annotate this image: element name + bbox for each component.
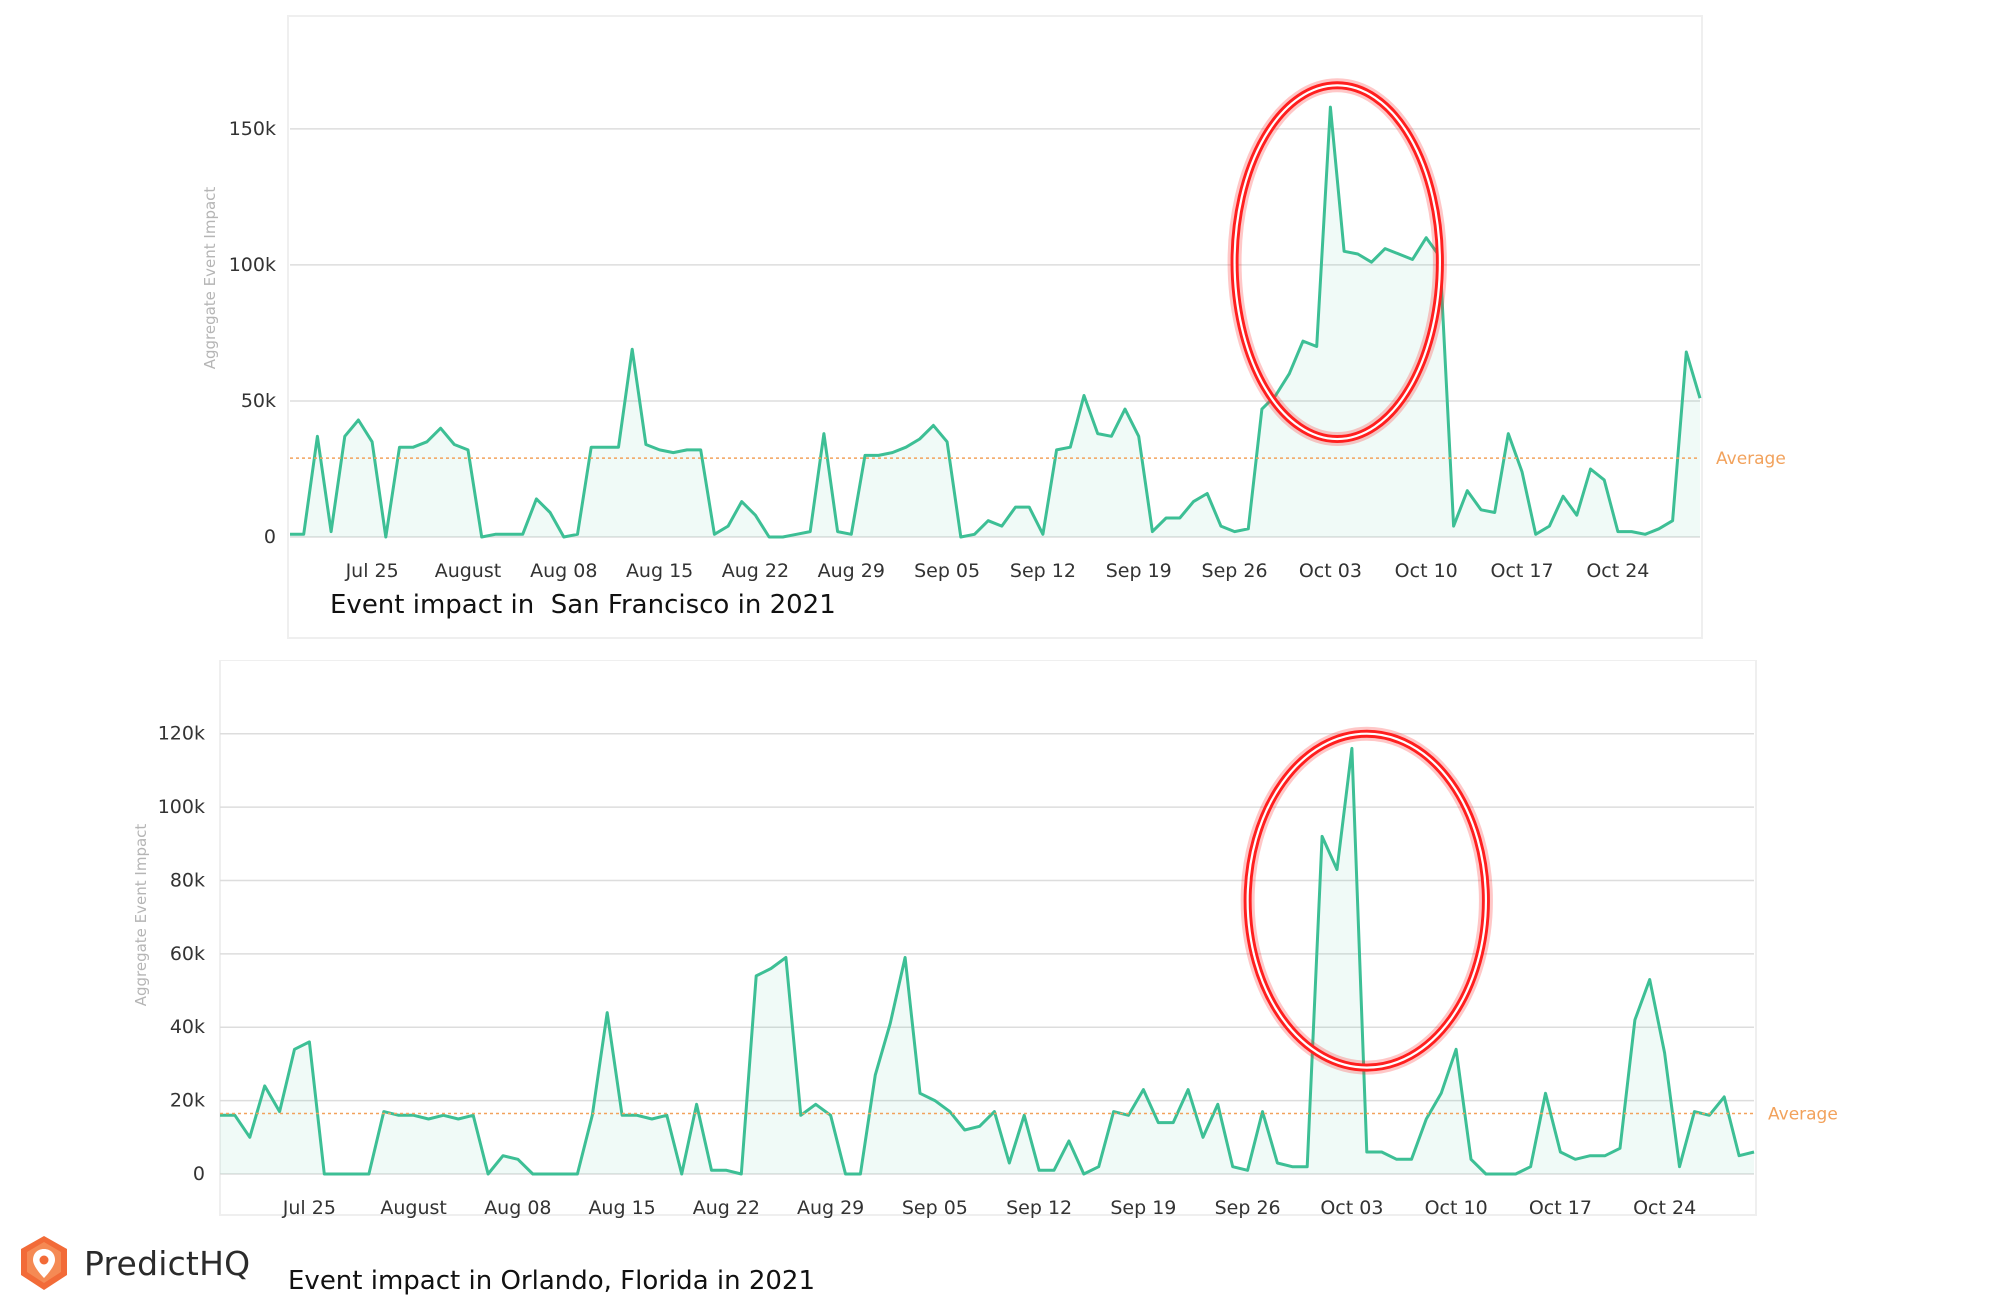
chart-caption-orlando: Event impact in Orlando, Florida in 2021 [288, 1266, 816, 1296]
x-tick-label: Oct 10 [1425, 1197, 1488, 1219]
x-tick-label: Aug 29 [818, 560, 885, 582]
chart-caption-san-francisco: Event impact in San Francisco in 2021 [330, 590, 836, 620]
series-area [290, 107, 1700, 537]
x-tick-label: Jul 25 [345, 560, 399, 582]
predicthq-logo-icon [21, 1236, 67, 1290]
x-tick-label: Oct 10 [1395, 560, 1458, 582]
chart-san-francisco: 0 50k 100k 150k Aggregate Event Impact Averag… [201, 15, 1786, 639]
x-tick-label: Aug 29 [797, 1197, 864, 1219]
y-tick-label: 60k [170, 943, 205, 965]
y-tick-label: 0 [193, 1163, 205, 1185]
y-tick-label: 120k [158, 723, 205, 745]
y-tick-label: 150k [229, 118, 276, 140]
plot-frame [219, 660, 1757, 1216]
x-tick-label: Aug 15 [626, 560, 693, 582]
x-tick-label: Aug 22 [722, 560, 789, 582]
highlight-ring-center [1233, 84, 1442, 441]
y-tick-label: 20k [170, 1090, 205, 1112]
x-tick-label: Sep 26 [1202, 560, 1268, 582]
highlight-ring [1243, 729, 1490, 1072]
y-axis-title: Aggregate Event Impact [132, 824, 150, 1007]
x-tick-label: Sep 05 [902, 1197, 968, 1219]
average-label: Average [1716, 449, 1786, 469]
x-tick-label: Sep 12 [1006, 1197, 1072, 1219]
y-tick-label: 100k [229, 254, 276, 276]
x-tick-label: Sep 26 [1215, 1197, 1281, 1219]
x-tick-label: Oct 03 [1299, 560, 1362, 582]
x-tick-label: Sep 12 [1010, 560, 1076, 582]
x-tick-label: August [435, 560, 502, 582]
y-tick-label: 100k [158, 796, 205, 818]
y-tick-label: 0 [264, 526, 276, 548]
x-tick-label: Aug 08 [484, 1197, 551, 1219]
series-line [290, 105, 1702, 539]
plot-frame [287, 15, 1703, 639]
y-axis-title: Aggregate Event Impact [201, 187, 219, 370]
average-label: Average [1768, 1104, 1838, 1124]
x-tick-label: Sep 19 [1110, 1197, 1176, 1219]
x-tick-label: Oct 17 [1490, 560, 1553, 582]
y-tick-label: 40k [170, 1016, 205, 1038]
x-tick-label: Sep 19 [1106, 560, 1172, 582]
x-tick-label: Oct 24 [1586, 560, 1649, 582]
x-tick-label: Oct 17 [1529, 1197, 1592, 1219]
x-tick-label: Jul 25 [282, 1197, 336, 1219]
x-tick-label: Aug 22 [693, 1197, 760, 1219]
x-tick-label: Oct 03 [1320, 1197, 1383, 1219]
x-tick-label: Aug 15 [588, 1197, 655, 1219]
x-tick-label: Aug 08 [530, 560, 597, 582]
brand-name: PredictHQ [84, 1243, 251, 1283]
x-tick-label: Sep 05 [914, 560, 980, 582]
y-tick-label: 50k [241, 390, 276, 412]
series-area [220, 748, 1754, 1174]
series-line [220, 746, 1755, 1176]
x-tick-label: Oct 24 [1633, 1197, 1696, 1219]
brand-logo: PredictHQ [18, 1234, 250, 1292]
highlight-ring-center [1246, 732, 1488, 1069]
chart-orlando: 0 20k 40k 60k 80k 100k 120k Aggregate Event Imp… [132, 660, 1838, 1219]
y-tick-label: 80k [170, 869, 205, 891]
x-tick-label: August [380, 1197, 447, 1219]
